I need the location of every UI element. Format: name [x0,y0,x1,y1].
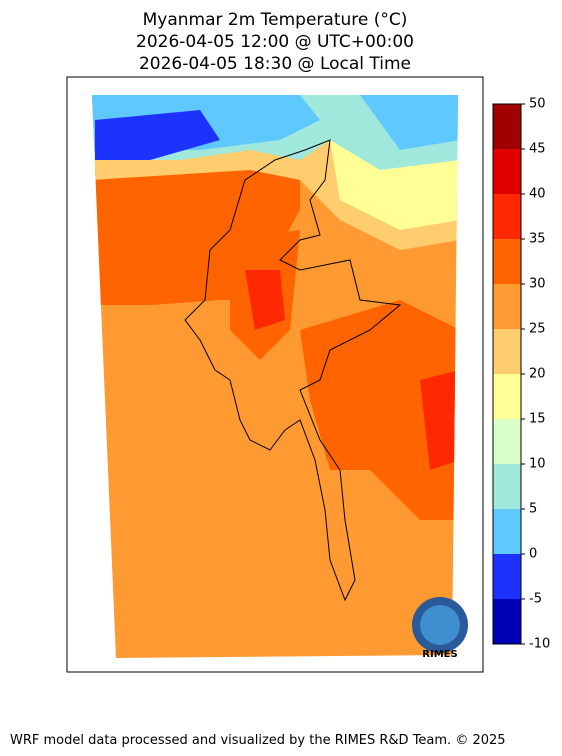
colorbar-bin [493,374,521,419]
title-line: Myanmar 2m Temperature (°C) [143,10,408,30]
colorbar-tick-label: 45 [529,142,546,157]
colorbar-tick-label: 25 [529,322,546,337]
colorbar-bin [493,509,521,554]
country-outline [184,139,402,602]
map-frame [66,76,484,673]
logo: RIMES [412,597,468,660]
footer: WRF model data processed and visualized … [10,733,506,748]
logo-text: RIMES [422,649,457,660]
colorbar-tick-label: 5 [529,502,537,517]
colorbar-tick-label: 40 [529,187,546,202]
colorbar-tick-label: 0 [529,547,537,562]
title-line: 2026-04-05 18:30 @ Local Time [139,54,411,74]
colorbar-tick-label: -10 [529,637,550,652]
colorbar: -10 -5 0 5 10 15 20 25 30 35 40 45 50 [492,97,550,652]
colorbar-bin [493,464,521,509]
colorbar-bin [493,419,521,464]
colorbar-tick-label: -5 [529,592,542,607]
colorbar-bin [493,104,521,149]
colorbar-bin [493,554,521,599]
colorbar-tick-label: 30 [529,277,546,292]
colorbar-bin [493,194,521,239]
title-line: 2026-04-05 12:00 @ UTC+00:00 [136,32,414,52]
colorbar-bin [493,599,521,644]
colorbar-tick-label: 20 [529,367,546,382]
temperature-field [92,95,458,658]
colorbar-tick-label: 50 [529,97,546,112]
colorbar-bin [493,149,521,194]
colorbar-bin [493,329,521,374]
colorbar-tick-label: 35 [529,232,546,247]
colorbar-bin [493,239,521,284]
colorbar-tick-label: 10 [529,457,546,472]
colorbar-tick-label: 15 [529,412,546,427]
colorbar-bin [493,284,521,329]
